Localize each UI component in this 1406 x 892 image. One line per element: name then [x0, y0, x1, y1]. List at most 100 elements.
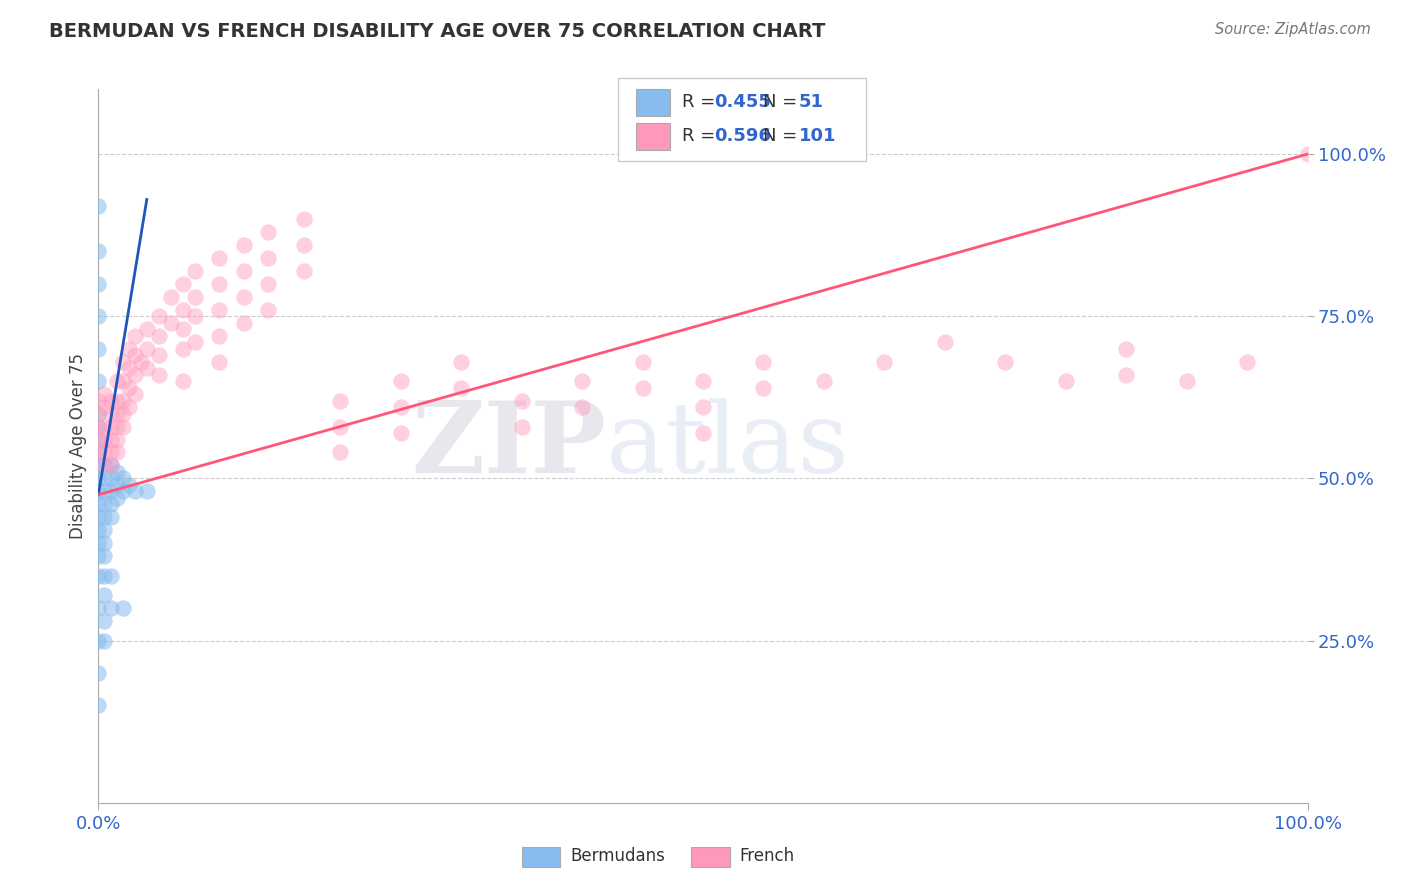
Point	[256, 277, 278, 291]
Y-axis label: Disability Age Over 75: Disability Age Over 75	[69, 353, 87, 539]
Point	[87, 471, 110, 485]
Point	[148, 368, 170, 382]
Point	[135, 342, 157, 356]
Point	[510, 393, 533, 408]
Point	[100, 497, 122, 511]
Point	[232, 264, 254, 278]
Point	[118, 400, 141, 414]
Point	[111, 354, 134, 368]
Point	[100, 601, 122, 615]
Point	[87, 568, 110, 582]
Text: 0.596: 0.596	[714, 127, 770, 145]
Point	[93, 524, 115, 538]
Point	[450, 381, 472, 395]
Point	[184, 264, 207, 278]
Point	[160, 316, 183, 330]
FancyBboxPatch shape	[522, 847, 561, 867]
Point	[1115, 342, 1137, 356]
Point	[135, 484, 157, 499]
Point	[87, 310, 110, 324]
Point	[87, 536, 110, 550]
Point	[118, 342, 141, 356]
Point	[1175, 374, 1198, 388]
Point	[389, 374, 412, 388]
Point	[292, 264, 315, 278]
Point	[100, 393, 122, 408]
Point	[111, 393, 134, 408]
Text: BERMUDAN VS FRENCH DISABILITY AGE OVER 75 CORRELATION CHART: BERMUDAN VS FRENCH DISABILITY AGE OVER 7…	[49, 22, 825, 41]
Point	[813, 374, 835, 388]
Text: 101: 101	[799, 127, 837, 145]
Point	[571, 400, 593, 414]
Point	[93, 445, 115, 459]
Point	[160, 290, 183, 304]
Point	[232, 316, 254, 330]
Point	[87, 374, 110, 388]
Point	[100, 568, 122, 582]
Point	[208, 354, 231, 368]
Point	[87, 419, 110, 434]
Point	[93, 458, 115, 473]
Point	[692, 425, 714, 440]
Point	[256, 251, 278, 265]
Point	[148, 310, 170, 324]
Point	[87, 510, 110, 524]
Point	[172, 342, 194, 356]
Point	[631, 381, 654, 395]
Point	[100, 407, 122, 421]
Point	[87, 433, 110, 447]
Point	[93, 387, 115, 401]
Point	[87, 524, 110, 538]
Point	[256, 225, 278, 239]
Point	[208, 302, 231, 317]
Point	[450, 354, 472, 368]
Point	[1054, 374, 1077, 388]
Point	[105, 478, 128, 492]
Point	[100, 458, 122, 473]
Point	[172, 322, 194, 336]
Point	[389, 400, 412, 414]
Point	[93, 484, 115, 499]
Point	[124, 368, 146, 382]
Point	[184, 310, 207, 324]
Point	[292, 238, 315, 252]
Text: 51: 51	[799, 93, 824, 111]
Point	[87, 199, 110, 213]
Point	[87, 445, 110, 459]
Point	[172, 302, 194, 317]
Point	[87, 445, 110, 459]
Point	[111, 407, 134, 421]
Point	[208, 251, 231, 265]
Point	[752, 381, 775, 395]
Point	[118, 381, 141, 395]
Point	[124, 348, 146, 362]
Point	[256, 302, 278, 317]
Point	[105, 445, 128, 459]
Point	[93, 633, 115, 648]
Point	[118, 361, 141, 376]
Point	[87, 342, 110, 356]
Point	[87, 698, 110, 713]
Point	[124, 484, 146, 499]
Point	[105, 393, 128, 408]
Point	[135, 322, 157, 336]
Point	[692, 374, 714, 388]
Text: N =: N =	[763, 93, 803, 111]
Point	[111, 601, 134, 615]
Point	[232, 238, 254, 252]
Point	[100, 433, 122, 447]
Point	[105, 374, 128, 388]
Point	[105, 465, 128, 479]
Point	[329, 445, 352, 459]
Point	[93, 536, 115, 550]
Point	[631, 354, 654, 368]
Point	[172, 374, 194, 388]
Point	[87, 393, 110, 408]
Point	[571, 374, 593, 388]
Point	[389, 425, 412, 440]
Point	[232, 290, 254, 304]
Point	[934, 335, 956, 350]
Point	[1236, 354, 1258, 368]
Point	[87, 433, 110, 447]
Point	[118, 478, 141, 492]
